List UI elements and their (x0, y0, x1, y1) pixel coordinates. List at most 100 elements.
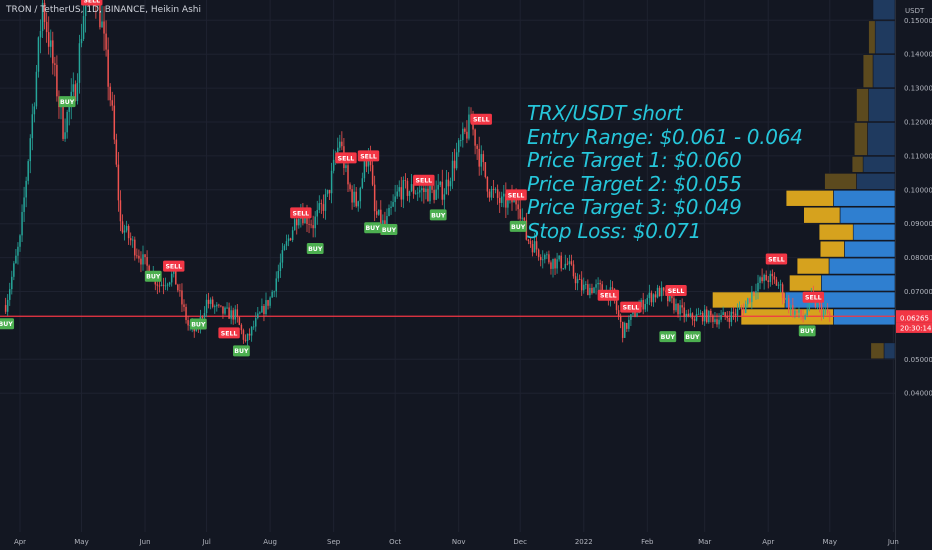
candle-body (488, 191, 491, 198)
candle-body (78, 43, 81, 83)
candle-body (277, 270, 280, 279)
candle-body (718, 319, 720, 325)
candle-body (587, 284, 589, 296)
candle-body (697, 314, 700, 315)
candle-body (168, 282, 171, 285)
candle-body (628, 319, 630, 329)
candle-body (160, 284, 163, 286)
sell-signal-label (505, 189, 527, 201)
candle-body (183, 304, 185, 307)
candle-body (332, 159, 335, 171)
candle-body (121, 221, 124, 233)
candle-body (685, 313, 687, 317)
candle-body (402, 180, 405, 200)
candle-body (695, 314, 698, 321)
price-tick-label: 0.11000 (904, 152, 932, 160)
candle-body (462, 128, 464, 141)
candle-body (207, 299, 210, 304)
candle-body (283, 245, 286, 251)
candle-body (800, 309, 802, 317)
candle-body (132, 239, 134, 241)
candle-body (496, 189, 499, 198)
candle-body (345, 165, 347, 169)
time-tick-label: Apr (14, 538, 26, 546)
candle-body (255, 318, 257, 327)
candle-body (84, 0, 87, 17)
candle-body (378, 209, 380, 215)
profile-bar-buy (872, 0, 896, 21)
candle-body (777, 284, 780, 286)
candle-body (380, 209, 382, 226)
signal-text: BUY (365, 225, 380, 232)
candle-body (107, 49, 109, 87)
buy-signal-label (798, 325, 816, 337)
candle-body (580, 279, 583, 291)
candle-body (808, 296, 810, 310)
candle-body (595, 284, 597, 288)
signal-text: BUY (431, 212, 446, 219)
buy-signal-label (380, 223, 398, 235)
candle-body (636, 313, 638, 317)
candle-body (146, 257, 148, 266)
candle-body (312, 225, 314, 229)
candle-body (720, 314, 722, 320)
candle-body (353, 191, 355, 203)
profile-bar-sell (868, 20, 876, 55)
volume-profile (712, 0, 896, 360)
candle-body (265, 300, 267, 315)
candle-body (43, 2, 46, 22)
candle-body (37, 37, 40, 72)
candle-body (681, 305, 683, 308)
candle-body (281, 250, 284, 263)
candle-body (669, 295, 671, 302)
candle-body (326, 190, 329, 195)
candle-body (371, 165, 374, 185)
candle-body (562, 268, 564, 270)
candle-body (404, 180, 407, 181)
candle-body (408, 191, 411, 196)
candle-body (431, 185, 433, 190)
profile-bar-sell (712, 291, 786, 309)
candle-body (175, 267, 177, 285)
candle-body (365, 159, 368, 167)
signal-text: SELL (623, 304, 640, 311)
price-tick-label: 0.10000 (904, 186, 932, 194)
profile-bar-buy (839, 206, 896, 224)
candle-body (31, 114, 34, 139)
candle-body (755, 291, 757, 293)
candle-body (384, 220, 386, 227)
price-tick-label: 0.04000 (904, 390, 932, 398)
sell-signal-label (802, 291, 825, 303)
buy-signal-label (306, 242, 324, 254)
candle-body (140, 258, 142, 265)
profile-bar-buy (867, 122, 896, 156)
candle-body (564, 263, 567, 269)
candle-body (68, 106, 70, 112)
candle-body (826, 309, 829, 314)
buy-signal-label (189, 318, 207, 330)
candle-body (47, 32, 50, 47)
signals: BUY SELL BUY SELL BUY SELL BUY SELL BUY SELL BUY SE… (0, 0, 825, 357)
candle-body (445, 179, 448, 195)
trade-annotation: TRX/USDT short Entry Range: $0.061 - 0.0… (527, 101, 803, 244)
candle-body (33, 106, 36, 115)
candle-body (568, 261, 571, 265)
candle-body (546, 254, 548, 256)
candle-body (747, 298, 749, 305)
profile-bar-sell (796, 257, 830, 275)
candle-body (35, 71, 38, 107)
candle-body (572, 264, 575, 277)
grid (0, 0, 895, 532)
time-tick-label: Nov (452, 538, 466, 546)
candle-body (337, 147, 339, 157)
price-label-text: 20:30:14 (900, 325, 932, 333)
buy-signal-label (364, 222, 381, 234)
price-tick-label: 0.07000 (904, 288, 932, 296)
candle-body (492, 188, 495, 190)
candle-body (177, 284, 179, 291)
candle-body (683, 307, 685, 317)
signal-text: SELL (221, 330, 238, 337)
axis-currency-label: USDT (905, 7, 925, 15)
candle-body (820, 304, 823, 316)
